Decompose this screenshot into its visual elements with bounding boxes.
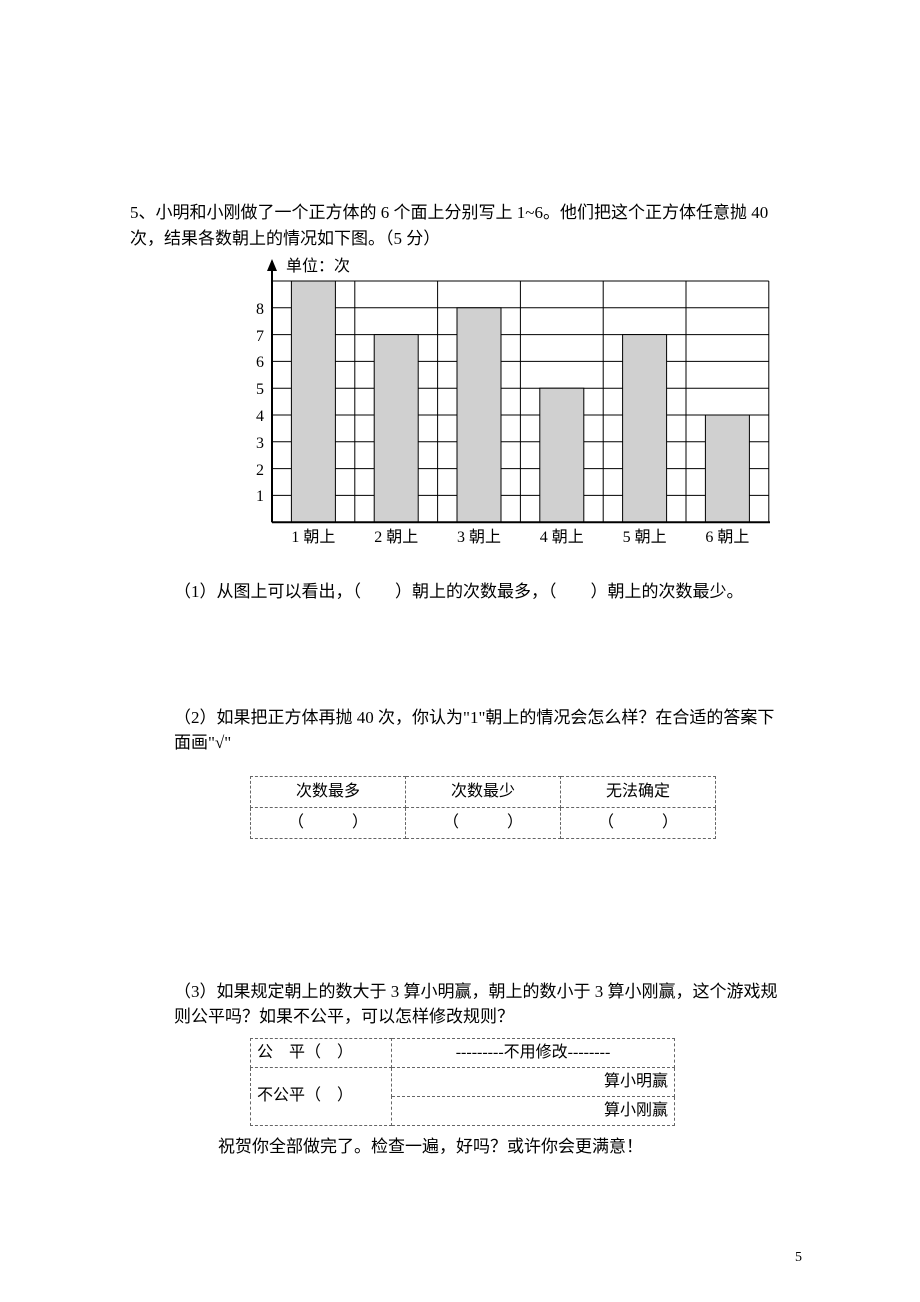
chart-y-tick: 8 — [224, 298, 264, 322]
answer-table-header: 次数最多 — [251, 776, 406, 807]
answer-table-cell[interactable]: （ ） — [251, 807, 406, 838]
bar-chart: 单位：次 87654321 1 朝上2 朝上3 朝上4 朝上5 朝上6 朝上 — [200, 259, 770, 559]
chart-y-tick: 2 — [224, 459, 264, 483]
chart-x-tick: 6 朝上 — [686, 526, 769, 550]
fairness-rule-table: 公 平（ ）---------不用修改--------不公平（ ）算小明赢算小刚… — [250, 1038, 675, 1126]
page-number: 5 — [795, 1247, 802, 1268]
answer-table-cell[interactable]: （ ） — [406, 807, 561, 838]
answer-table-header: 次数最少 — [406, 776, 561, 807]
chart-y-tick: 5 — [224, 378, 264, 402]
chart-x-tick: 5 朝上 — [603, 526, 686, 550]
chart-y-tick: 4 — [224, 405, 264, 429]
chart-y-tick: 3 — [224, 432, 264, 456]
rule-table-left[interactable]: 公 平（ ） — [251, 1038, 392, 1067]
rule-table-right: ---------不用修改-------- — [392, 1038, 675, 1067]
answer-table-cell[interactable]: （ ） — [561, 807, 716, 838]
sub-question-1: （1）从图上可以看出，（ ）朝上的次数最多，（ ）朝上的次数最少。 — [174, 579, 790, 605]
chart-x-tick: 3 朝上 — [438, 526, 521, 550]
chart-y-tick: 1 — [224, 485, 264, 509]
answer-table-header: 无法确定 — [561, 776, 716, 807]
chart-svg — [200, 259, 770, 559]
sub-question-3: （3）如果规定朝上的数大于 3 算小明赢，朝上的数小于 3 算小刚赢，这个游戏规… — [174, 979, 790, 1030]
sub-question-2: （2）如果把正方体再抛 40 次，你认为"1"朝上的情况会怎么样？在合适的答案下… — [174, 705, 790, 756]
rule-table-right[interactable]: 算小刚赢 — [392, 1096, 675, 1125]
chart-x-tick: 2 朝上 — [355, 526, 438, 550]
question-intro: 5、小明和小刚做了一个正方体的 6 个面上分别写上 1~6。他们把这个正方体任意… — [130, 200, 790, 251]
closing-message: 祝贺你全部做完了。检查一遍，好吗？或许你会更满意！ — [218, 1134, 790, 1160]
chart-y-tick: 7 — [224, 325, 264, 349]
chart-x-tick: 1 朝上 — [272, 526, 355, 550]
answer-choice-table: 次数最多次数最少无法确定 （ ）（ ）（ ） — [250, 776, 716, 839]
chart-x-tick: 4 朝上 — [520, 526, 603, 550]
rule-table-right[interactable]: 算小明赢 — [392, 1067, 675, 1096]
rule-table-left[interactable]: 不公平（ ） — [251, 1067, 392, 1125]
chart-y-tick: 6 — [224, 351, 264, 375]
